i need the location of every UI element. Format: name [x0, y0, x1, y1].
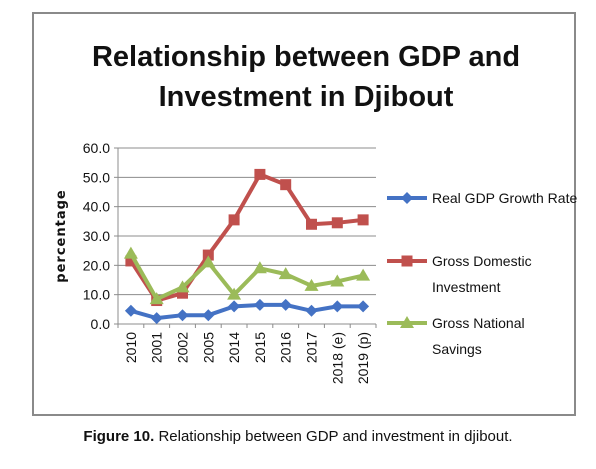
- axes: [117, 148, 377, 328]
- series-line: [129, 172, 364, 303]
- data-point: [331, 217, 343, 229]
- data-point: [304, 278, 319, 291]
- gridlines: [114, 147, 376, 325]
- legend-item: Gross Domestic Investment: [387, 253, 532, 295]
- y-axis-label-text: percentage: [54, 189, 69, 282]
- y-tick-label: 60.0: [83, 140, 110, 156]
- figure-caption-text: Relationship between GDP and investment …: [154, 428, 513, 445]
- chart-title: Relationship between GDP and Investment i…: [92, 41, 520, 113]
- data-point: [252, 261, 267, 274]
- series-2: [125, 168, 369, 307]
- legend-label: Gross National: [432, 315, 525, 331]
- data-point: [331, 300, 344, 313]
- data-point: [278, 267, 293, 280]
- data-point: [149, 292, 164, 305]
- figure-caption: Figure 10. Relationship between GDP and …: [0, 428, 596, 445]
- data-point: [175, 280, 190, 293]
- data-point: [228, 300, 241, 313]
- data-point: [279, 298, 292, 311]
- y-tick-labels: 0.0 10.0 20.0 30.0 40.0 50.0 60.0: [83, 140, 110, 332]
- y-axis-label: percentage: [54, 189, 69, 282]
- y-tick-label: 0.0: [91, 316, 111, 332]
- data-point: [305, 304, 318, 317]
- chart-frame: Relationship between GDP and Investment i…: [32, 12, 577, 416]
- data-point: [357, 214, 369, 226]
- data-point: [201, 255, 216, 268]
- data-point: [177, 287, 188, 299]
- series-line: [130, 302, 364, 321]
- legend-label: Investment: [432, 279, 501, 295]
- legend-label: Real GDP Growth Rate: [432, 190, 577, 206]
- x-tick-label: 2005: [200, 332, 216, 363]
- y-tick-label: 30.0: [83, 228, 110, 244]
- legend-marker: [401, 255, 413, 267]
- data-point: [123, 246, 138, 259]
- x-tick-label: 2010: [123, 332, 139, 363]
- data-point: [306, 218, 317, 230]
- y-tick-label: 10.0: [83, 287, 110, 303]
- data-point: [176, 309, 189, 322]
- x-tick-label: 2015: [252, 332, 268, 363]
- data-point: [227, 287, 242, 300]
- y-tick-label: 50.0: [83, 169, 110, 185]
- chart: Relationship between GDP and Investment i…: [54, 41, 577, 384]
- data-point: [330, 274, 345, 287]
- x-tick-label: 2017: [304, 332, 320, 363]
- data-point: [125, 255, 137, 267]
- x-tick-labels: 2010 2001 2002 2005 2014 2015 2016 2017 2018 (e)…: [123, 332, 371, 384]
- y-tick-label: 20.0: [83, 257, 110, 273]
- data-point: [202, 309, 215, 322]
- figure-caption-label: Figure 10.: [83, 428, 155, 445]
- data-point: [357, 300, 370, 313]
- chart-title-line: Relationship between GDP and: [92, 41, 520, 73]
- data-point: [202, 249, 214, 261]
- data-point: [254, 168, 266, 180]
- y-tick-label: 40.0: [83, 199, 110, 215]
- data-point: [124, 304, 137, 317]
- chart-title-line: Investment in Djibout: [159, 81, 454, 113]
- x-tick-label: 2019 (p): [355, 332, 371, 384]
- legend-label: Savings: [432, 341, 482, 357]
- legend-label: Gross Domestic: [432, 253, 532, 269]
- series-line: [129, 252, 364, 302]
- x-tick-label: 2016: [278, 332, 294, 363]
- data-point: [228, 214, 240, 226]
- legend-marker: [401, 192, 413, 204]
- data-point: [150, 312, 163, 325]
- x-tick-label: 2001: [149, 332, 165, 363]
- legend: Real GDP Growth Rate Gross Domestic Invest…: [387, 190, 577, 357]
- legend-marker: [400, 316, 414, 328]
- data-point: [356, 268, 371, 281]
- data-point: [280, 179, 292, 191]
- series-lines: [123, 168, 371, 325]
- x-tick-label: 2014: [226, 332, 242, 363]
- legend-item: Real GDP Growth Rate: [387, 190, 577, 206]
- data-point: [253, 298, 266, 311]
- x-tick-label: 2018 (e): [329, 332, 345, 384]
- legend-item: Gross National Savings: [387, 315, 525, 357]
- x-tick-label: 2002: [175, 332, 191, 363]
- series-1: [124, 298, 370, 325]
- series-3: [123, 246, 371, 305]
